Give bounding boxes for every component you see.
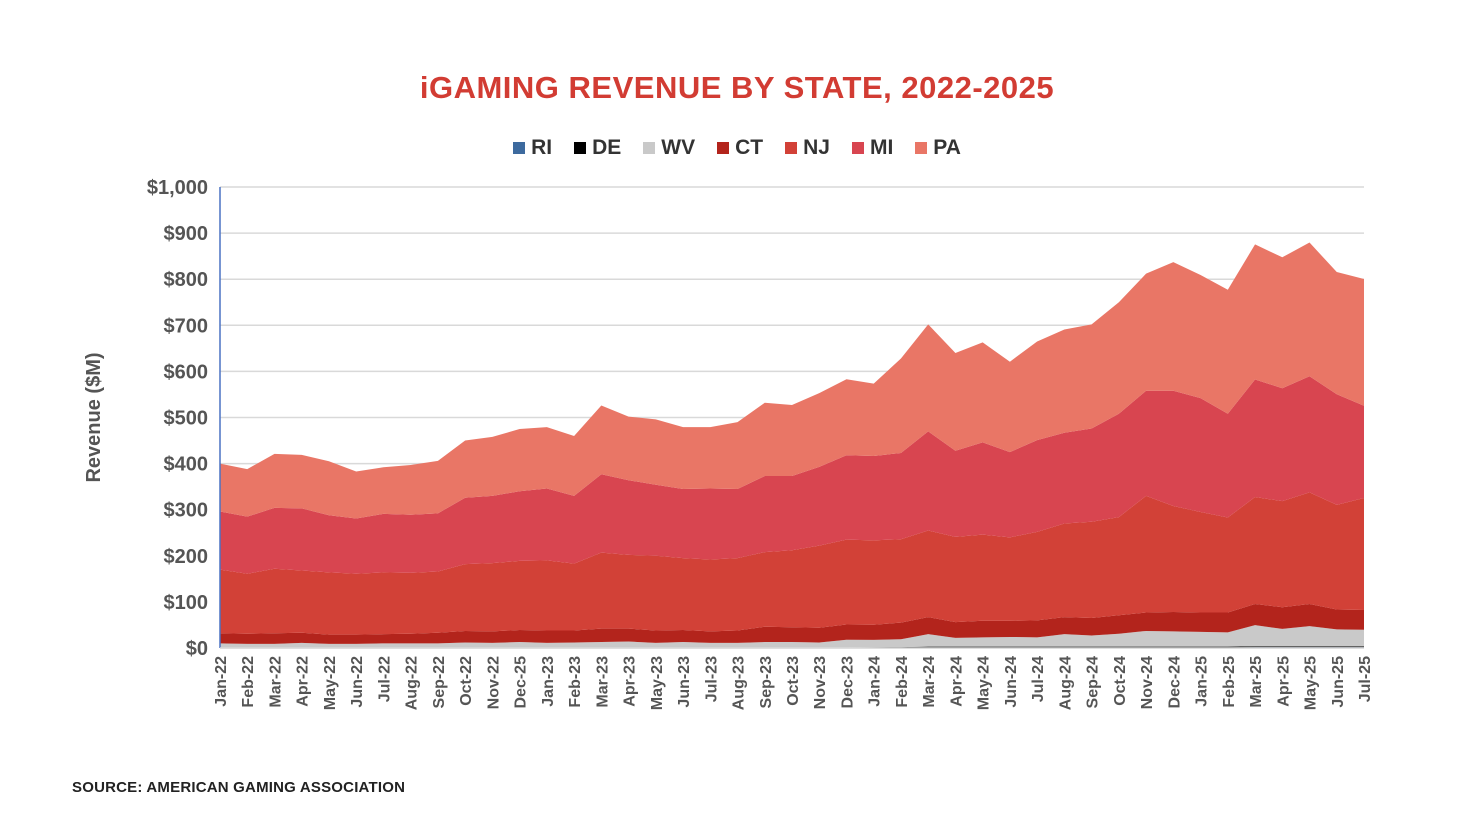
x-tick-label: Sep-23 <box>758 656 775 709</box>
x-tick-label: Aug-22 <box>404 656 421 710</box>
x-tick-label: Mar-25 <box>1248 656 1265 708</box>
legend-swatch <box>915 142 928 154</box>
x-tick-label: Feb-22 <box>240 656 257 708</box>
y-tick-label: $900 <box>164 223 209 245</box>
source-note: SOURCE: AMERICAN GAMING ASSOCIATION <box>72 779 406 796</box>
x-tick-label: Aug-23 <box>731 656 748 710</box>
y-tick-label: $400 <box>164 454 209 476</box>
x-tick-label: Jul-23 <box>703 656 720 702</box>
x-tick-label: Apr-22 <box>295 656 312 707</box>
y-tick-label: $1,000 <box>147 177 208 199</box>
x-tick-label: May-25 <box>1303 656 1320 710</box>
x-tick-label: Mar-23 <box>594 656 611 708</box>
area-series-nj <box>220 492 1364 635</box>
y-tick-label: $500 <box>164 408 209 430</box>
legend-swatch <box>574 142 587 154</box>
y-tick-label: $300 <box>164 500 209 522</box>
legend-swatch <box>717 142 730 154</box>
x-tick-label: Dec-24 <box>1166 656 1183 709</box>
x-tick-label: Mar-24 <box>921 656 938 708</box>
y-tick-label: $200 <box>164 546 209 568</box>
area-series-pa <box>220 242 1364 519</box>
x-tick-label: Feb-25 <box>1221 656 1238 708</box>
legend-swatch <box>851 142 864 154</box>
x-tick-label: Feb-23 <box>567 656 584 708</box>
x-tick-label: Jun-22 <box>349 656 366 708</box>
x-tick-label: May-23 <box>649 656 666 710</box>
x-tick-label: Jan-22 <box>213 656 230 707</box>
x-tick-label: Apr-25 <box>1275 656 1292 707</box>
x-tick-label: Sep-22 <box>431 656 448 709</box>
x-tick-label: Jun-25 <box>1330 656 1347 708</box>
legend-swatch <box>513 142 526 154</box>
legend-label: NJ <box>803 136 830 159</box>
area-series-mi <box>220 376 1364 574</box>
x-tick-label: Jul-24 <box>1030 656 1047 702</box>
x-tick-label: Nov-24 <box>1139 656 1156 709</box>
x-tick-label: Oct-23 <box>785 656 802 706</box>
y-axis-title: Revenue ($M) <box>83 352 105 482</box>
x-tick-label: Feb-24 <box>894 656 911 708</box>
area-series-wv <box>220 625 1364 648</box>
x-tick-label: Oct-24 <box>1112 656 1129 706</box>
x-tick-label: May-24 <box>976 656 993 710</box>
x-tick-label: May-22 <box>322 656 339 710</box>
y-tick-label: $0 <box>186 638 208 660</box>
chart-title: iGAMING REVENUE BY STATE, 2022-2025 <box>419 70 1055 105</box>
legend-item-de: DE <box>574 136 621 160</box>
y-tick-label: $600 <box>164 361 209 383</box>
x-tick-label: Jan-24 <box>867 656 884 707</box>
x-tick-label: Apr-24 <box>948 656 965 707</box>
legend-item-wv: WV <box>643 136 695 160</box>
x-tick-label: Jan-23 <box>540 656 557 707</box>
legend-swatch <box>643 142 656 154</box>
chart-legend: RI DE WV CT NJ MI PA <box>0 136 1474 160</box>
x-tick-label: Nov-22 <box>485 656 502 709</box>
x-tick-label: Jul-25 <box>1357 656 1374 702</box>
x-tick-label: Apr-23 <box>622 656 639 707</box>
x-tick-label: Jun-23 <box>676 656 693 708</box>
x-tick-label: Dec-25 <box>513 656 530 709</box>
y-tick-label: $800 <box>164 269 209 291</box>
x-tick-label: Aug-24 <box>1057 656 1074 710</box>
legend-label: MI <box>869 136 894 159</box>
legend-label: DE <box>592 136 622 159</box>
y-tick-label: $100 <box>164 592 209 614</box>
legend-item-mi: MI <box>851 136 894 160</box>
legend-label: RI <box>531 136 553 159</box>
x-tick-label: Dec-23 <box>839 656 856 709</box>
y-tick-label: $700 <box>164 315 209 337</box>
legend-item-ct: CT <box>717 136 763 160</box>
legend-swatch <box>785 142 798 154</box>
legend-label: PA <box>933 136 961 159</box>
x-tick-label: Jun-24 <box>1003 656 1020 708</box>
x-tick-label: Jan-25 <box>1194 656 1211 707</box>
x-tick-label: Oct-22 <box>458 656 475 706</box>
x-tick-label: Sep-24 <box>1085 656 1102 709</box>
x-tick-label: Nov-23 <box>812 656 829 709</box>
legend-item-ri: RI <box>513 136 552 160</box>
legend-item-nj: NJ <box>785 136 830 160</box>
area-series-ct <box>220 603 1364 644</box>
legend-label: CT <box>735 136 764 159</box>
x-tick-label: Mar-22 <box>267 656 284 708</box>
legend-label: WV <box>661 136 696 159</box>
x-tick-label: Jul-22 <box>376 656 393 702</box>
legend-item-pa: PA <box>915 136 961 160</box>
